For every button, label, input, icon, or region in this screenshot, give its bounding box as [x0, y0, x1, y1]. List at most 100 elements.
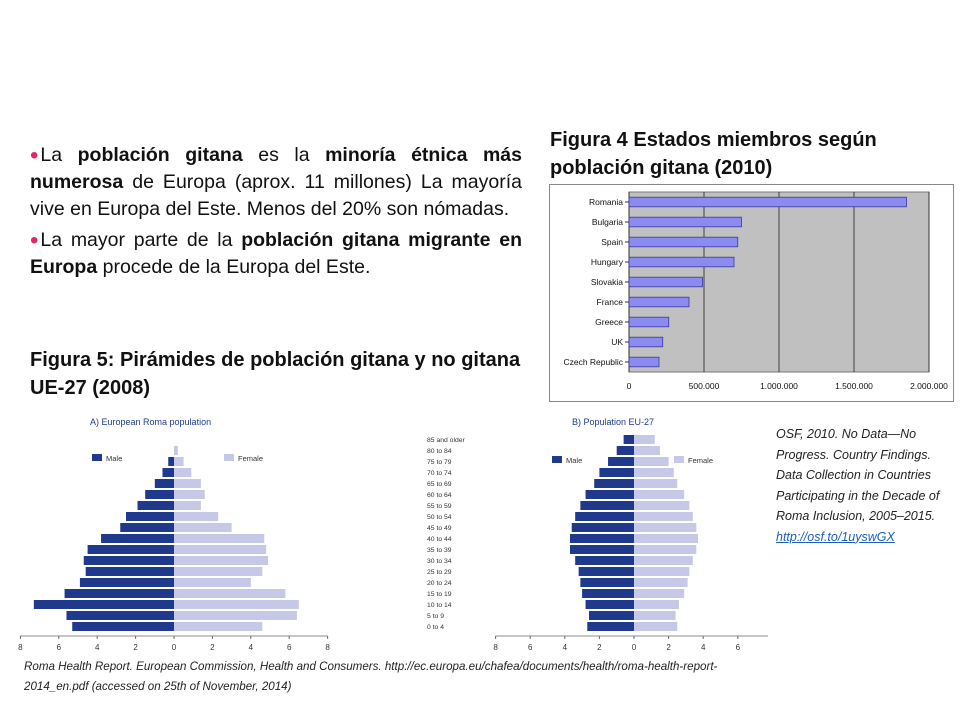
- x-tick-label: 4: [95, 643, 100, 652]
- male-bar: [594, 479, 634, 488]
- age-group-label: 75 to 79: [427, 459, 452, 466]
- female-bar: [174, 600, 299, 609]
- male-bar: [589, 611, 634, 620]
- legend-label-female: Female: [238, 454, 263, 463]
- male-bar: [599, 468, 634, 477]
- female-bar: [634, 468, 674, 477]
- male-bar: [569, 545, 634, 554]
- female-bar: [634, 457, 669, 466]
- female-bar: [634, 479, 678, 488]
- male-bar: [79, 578, 174, 587]
- age-group-label: 50 to 54: [427, 514, 452, 521]
- male-bar: [72, 622, 174, 631]
- legend-swatch-female: [674, 456, 684, 463]
- age-group-label: 85 and older: [427, 437, 466, 444]
- female-bar: [174, 457, 184, 466]
- y-tick-label: Czech Republic: [563, 357, 623, 367]
- female-bar: [174, 622, 263, 631]
- bar: [628, 296, 690, 308]
- age-group-label: 45 to 49: [427, 525, 452, 532]
- x-tick-label: 500.000: [689, 381, 720, 391]
- bullet-dot-icon: •: [30, 142, 39, 169]
- female-bar: [174, 611, 297, 620]
- x-tick-label: 6: [57, 643, 62, 652]
- female-bar: [174, 446, 178, 455]
- figure-4-title: Figura 4 Estados miembros según població…: [550, 129, 877, 179]
- x-tick-label: 6: [287, 643, 292, 652]
- x-tick-label: 4: [701, 643, 706, 652]
- x-tick-label: 2: [597, 643, 602, 652]
- legend-swatch-female: [224, 454, 234, 461]
- female-bar: [174, 567, 263, 576]
- female-bar: [634, 435, 655, 444]
- bar: [628, 356, 660, 368]
- bar: [628, 236, 739, 248]
- male-bar: [569, 534, 634, 543]
- female-bar: [634, 600, 679, 609]
- x-tick-label: 8: [18, 643, 23, 652]
- male-bar: [168, 457, 174, 466]
- female-bar: [174, 490, 205, 499]
- female-bar: [174, 468, 192, 477]
- male-bar: [623, 435, 634, 444]
- male-bar: [608, 457, 634, 466]
- age-group-label: 80 to 84: [427, 448, 452, 455]
- pyramid-title: A) European Roma population: [90, 417, 211, 427]
- bullet-item-1: • La población gitana es la minoría étnic…: [30, 140, 522, 223]
- source-text: OSF, 2010. No Data—No Progress. Country …: [776, 427, 940, 523]
- y-tick-label: UK: [611, 337, 623, 347]
- female-bar: [634, 545, 697, 554]
- legend-label-female: Female: [688, 456, 713, 465]
- x-axis-label: (%): [168, 653, 180, 654]
- female-bar: [634, 446, 660, 455]
- x-axis-label: (%): [628, 653, 640, 654]
- male-bar: [87, 545, 174, 554]
- y-tick-label: Spain: [601, 237, 623, 247]
- male-bar: [580, 578, 634, 587]
- x-tick-label: 1.000.000: [760, 381, 798, 391]
- bar: [628, 256, 735, 268]
- male-bar: [575, 556, 634, 565]
- legend-swatch-male: [92, 454, 102, 461]
- female-bar: [634, 578, 688, 587]
- bar: [628, 196, 907, 208]
- bullet-bold-text: población gitana: [77, 144, 243, 166]
- bullet-text: de Europa (aprox. 11 millones) La mayorí…: [30, 171, 522, 220]
- x-tick-label: 2.000.000: [910, 381, 948, 391]
- bar: [628, 276, 703, 288]
- female-bar: [174, 556, 269, 565]
- female-bar: [634, 556, 693, 565]
- male-bar: [578, 567, 634, 576]
- bar: [628, 216, 742, 228]
- age-group-label: 5 to 9: [427, 613, 444, 620]
- age-group-label: 30 to 34: [427, 558, 452, 565]
- x-tick-label: 2: [210, 643, 215, 652]
- male-bar: [145, 490, 174, 499]
- roma-population-pyramid: A) European Roma population Male Female 8 6 4…: [18, 417, 330, 654]
- male-bar: [101, 534, 174, 543]
- male-bar: [580, 501, 634, 510]
- age-group-label: 20 to 24: [427, 580, 452, 587]
- female-bar: [174, 501, 201, 510]
- bullet-bold-text: minoría étnica más numerosa: [30, 144, 522, 193]
- x-tick-label: 0: [632, 643, 637, 652]
- x-tick-label: 2: [133, 643, 138, 652]
- x-tick-label: 8: [325, 643, 330, 652]
- male-bar: [616, 446, 634, 455]
- age-group-label: 55 to 59: [427, 503, 452, 510]
- source-link[interactable]: http://osf.to/1uyswGX: [776, 529, 895, 544]
- male-bar: [575, 512, 634, 521]
- y-tick-label: Bulgaria: [592, 217, 623, 227]
- x-tick-label: 0: [627, 381, 632, 391]
- y-tick-label: Greece: [595, 317, 623, 327]
- male-bar: [585, 490, 634, 499]
- legend-swatch-male: [552, 456, 562, 463]
- female-bar: [634, 523, 697, 532]
- female-bar: [634, 622, 678, 631]
- legend-label-male: Male: [566, 456, 582, 465]
- female-bar: [174, 512, 219, 521]
- female-bar: [174, 578, 251, 587]
- bullet-bold-text: población gitana migrante en Europa: [30, 229, 522, 278]
- female-bar: [174, 589, 286, 598]
- female-bar: [174, 523, 232, 532]
